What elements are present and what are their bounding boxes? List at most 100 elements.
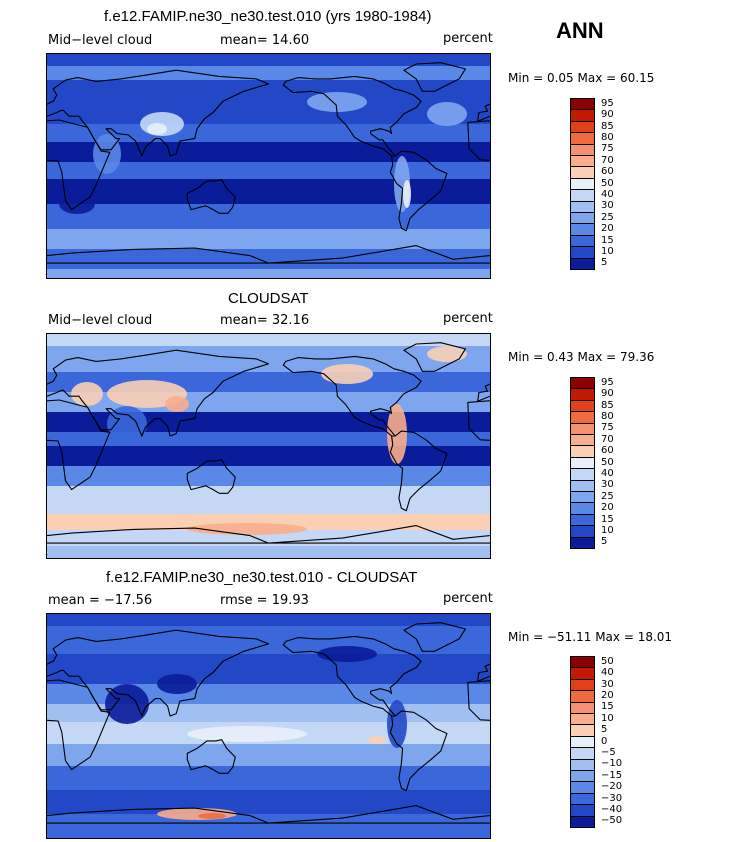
units-label: percent <box>443 311 493 326</box>
colorbar-label: 15 <box>601 701 614 713</box>
coastline <box>389 150 448 232</box>
contour-patch <box>157 674 197 694</box>
map-field <box>47 614 490 838</box>
contour-band <box>47 269 490 278</box>
colorbar-swatch <box>570 815 595 828</box>
contour-band <box>47 614 490 626</box>
coastline <box>403 342 466 372</box>
colorbar-label: 30 <box>601 200 614 212</box>
contour-patch <box>157 808 237 820</box>
contour-band <box>47 66 490 80</box>
colorbar-label: 5 <box>601 536 608 548</box>
variable-label: Mid−level cloud <box>48 313 153 328</box>
coastline <box>47 247 270 264</box>
colorbar-label: 40 <box>601 667 614 679</box>
contour-band <box>47 814 490 838</box>
coastline <box>47 629 270 717</box>
contour-band <box>47 179 490 204</box>
coastline <box>467 400 490 441</box>
contour-band <box>47 744 490 766</box>
map-field <box>47 54 490 278</box>
coastline <box>389 710 448 792</box>
contour-patch <box>317 646 377 662</box>
colorbar-swatch <box>570 536 595 549</box>
colorbar-label: 60 <box>601 445 614 457</box>
map-diff <box>46 613 491 839</box>
panel-title: CLOUDSAT <box>228 290 309 307</box>
contour-band <box>47 412 490 432</box>
colorbar-label: 25 <box>601 211 614 223</box>
season-label: ANN <box>556 18 604 43</box>
coastline <box>282 75 422 157</box>
contour-patch <box>427 346 467 362</box>
colorbar-label: 85 <box>601 399 614 411</box>
contour-band <box>47 514 490 530</box>
minmax-label: Min = 0.05 Max = 60.15 <box>508 71 655 85</box>
colorbar-label: 80 <box>601 131 614 143</box>
coastline <box>267 245 490 264</box>
colorbar-label: 25 <box>601 490 614 502</box>
contour-band <box>47 486 490 514</box>
colorbar-label: 5 <box>601 724 608 736</box>
rmse-label: rmse = 19.93 <box>220 593 309 608</box>
colorbar-label: 15 <box>601 234 614 246</box>
colorbar-label: 40 <box>601 467 614 479</box>
contour-band <box>47 162 490 179</box>
colorbar-label: 90 <box>601 388 614 400</box>
contour-patch <box>165 396 189 412</box>
colorbar-label: −10 <box>601 758 623 770</box>
minmax-label: Min = 0.43 Max = 79.36 <box>508 350 655 364</box>
coastline <box>282 355 422 437</box>
colorbar-label: 95 <box>601 376 614 388</box>
coastline <box>47 807 270 824</box>
coastline <box>403 622 466 652</box>
colorbar-label: −40 <box>601 803 623 815</box>
coastline <box>47 679 111 771</box>
mean-label: mean = −17.56 <box>48 593 153 608</box>
colorbar-label: 10 <box>601 245 614 257</box>
coastline <box>47 69 270 157</box>
colorbar-label: −30 <box>601 792 623 804</box>
contour-patch <box>387 700 407 748</box>
colorbar-label: 80 <box>601 410 614 422</box>
colorbar-label: 75 <box>601 422 614 434</box>
variable-label: Mid−level cloud <box>48 33 153 48</box>
contour-band <box>47 54 490 66</box>
colorbar-label: 60 <box>601 166 614 178</box>
contour-band <box>47 432 490 446</box>
contour-patch <box>307 92 367 112</box>
contour-band <box>47 546 490 558</box>
coastline <box>47 527 270 544</box>
contour-patch <box>427 102 467 126</box>
colorbar-label: 30 <box>601 479 614 491</box>
contour-patch <box>71 382 103 406</box>
coastline <box>467 120 490 161</box>
contour-patch <box>187 523 307 535</box>
contour-patch <box>93 134 121 174</box>
contour-band <box>47 704 490 722</box>
contour-patch <box>321 364 373 384</box>
map-field <box>47 334 490 558</box>
contour-band <box>47 204 490 229</box>
units-label: percent <box>443 591 493 606</box>
mean-label: mean= 14.60 <box>220 33 310 48</box>
coastline <box>47 119 111 211</box>
coastline <box>403 62 466 92</box>
colorbar-label: 20 <box>601 502 614 514</box>
colorbar-label: 30 <box>601 678 614 690</box>
contour-patch <box>187 726 307 742</box>
colorbar-label: 90 <box>601 109 614 121</box>
colorbar-label: 20 <box>601 223 614 235</box>
map-obs <box>46 333 491 559</box>
colorbar-label: −50 <box>601 815 623 827</box>
colorbar-label: 70 <box>601 154 614 166</box>
colorbar-label: 20 <box>601 689 614 701</box>
units-label: percent <box>443 31 493 46</box>
colorbar-label: 40 <box>601 188 614 200</box>
coastline <box>389 430 448 512</box>
contour-patch <box>107 406 147 442</box>
colorbar-label: 75 <box>601 143 614 155</box>
contour-band <box>47 346 490 372</box>
contour-band <box>47 466 490 486</box>
contour-patch <box>105 684 149 724</box>
